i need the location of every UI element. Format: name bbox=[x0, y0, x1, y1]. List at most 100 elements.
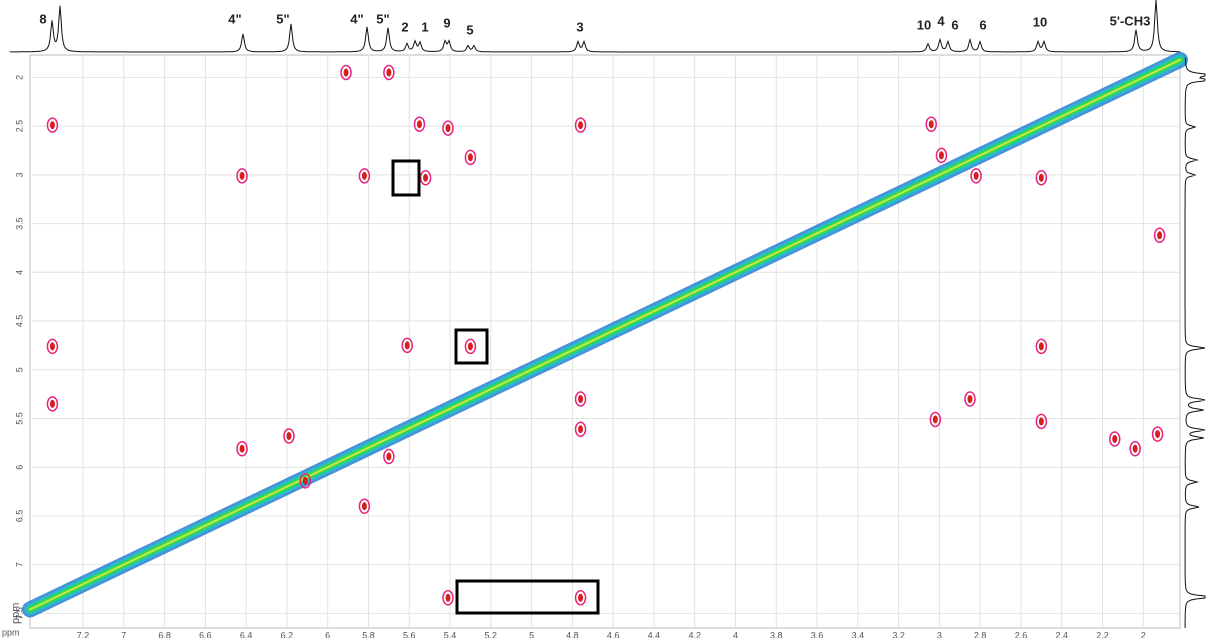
cross-peak bbox=[574, 590, 587, 606]
y-tick-label: 6.5 bbox=[14, 510, 24, 523]
contour bbox=[236, 440, 248, 457]
contour-core bbox=[416, 120, 422, 129]
cross-peak bbox=[925, 116, 937, 132]
y-tick-label: 3 bbox=[14, 172, 24, 177]
x-tick-label: 4.2 bbox=[688, 630, 701, 638]
cross-peak bbox=[574, 391, 587, 407]
x-tick-label: 4 bbox=[733, 630, 738, 638]
diagonal bbox=[22, 51, 1188, 618]
contour-core bbox=[578, 425, 584, 434]
box bbox=[391, 159, 421, 197]
contour bbox=[358, 168, 371, 184]
y-tick-label: 4.5 bbox=[14, 315, 24, 328]
cross-peak bbox=[464, 149, 477, 166]
y-axis-title: ppm bbox=[10, 603, 22, 624]
cross-peak bbox=[383, 64, 395, 81]
contour-core bbox=[286, 432, 292, 441]
peak-label: 5 bbox=[466, 22, 473, 37]
contour bbox=[1035, 170, 1048, 186]
peak-label: 10 bbox=[917, 17, 931, 32]
cross-peak bbox=[283, 428, 295, 444]
contour-core bbox=[967, 394, 973, 403]
x-tick-label: 2.8 bbox=[974, 630, 987, 638]
cross-peak bbox=[299, 473, 312, 489]
contour-core bbox=[1038, 342, 1044, 351]
y-tick-label: 5 bbox=[14, 367, 24, 372]
x-tick-label: 7 bbox=[121, 630, 126, 638]
x-tick-label: 4.8 bbox=[566, 630, 579, 638]
cross-peak bbox=[340, 64, 352, 81]
peak-label: 4" bbox=[228, 11, 241, 26]
contour bbox=[419, 170, 432, 186]
y-tick-label: 4 bbox=[14, 270, 24, 275]
x-tick-label: 6.2 bbox=[281, 630, 294, 638]
cross-peak bbox=[419, 170, 432, 186]
contour bbox=[442, 120, 454, 136]
x-tick-label: 6.4 bbox=[240, 630, 253, 638]
diagonal-band bbox=[29, 58, 1181, 611]
contour-core bbox=[467, 342, 473, 351]
y-tick-label: 7.5 bbox=[14, 607, 24, 620]
contour bbox=[1035, 338, 1048, 355]
x-tick-label: 5.6 bbox=[403, 630, 416, 638]
cross-peak bbox=[935, 147, 948, 164]
contour bbox=[929, 411, 942, 428]
contour bbox=[383, 448, 395, 465]
x-axis-title: ppm bbox=[2, 627, 20, 637]
x-tick-label: 3.4 bbox=[852, 630, 865, 638]
contour bbox=[970, 168, 982, 184]
contour bbox=[442, 590, 454, 606]
peak-label: 4" bbox=[350, 11, 363, 26]
x-tick-label: 3.6 bbox=[811, 630, 824, 638]
contour-core bbox=[1157, 231, 1163, 240]
cross-peak bbox=[1035, 413, 1048, 430]
contour-core bbox=[49, 342, 55, 351]
cross-peak bbox=[970, 168, 982, 184]
contour-core bbox=[49, 121, 55, 130]
contour-core bbox=[302, 476, 308, 485]
peak-label: 6 bbox=[951, 17, 958, 32]
x-tick-label: 5.8 bbox=[362, 630, 375, 638]
cross-peak bbox=[442, 120, 454, 136]
cross-peak bbox=[1153, 227, 1166, 244]
x-tick-label: 5.4 bbox=[444, 630, 457, 638]
peak-label: 6 bbox=[979, 17, 986, 32]
box bbox=[455, 579, 600, 615]
cross-peak bbox=[401, 337, 413, 354]
contour-core bbox=[1112, 434, 1118, 443]
x-tick-label: 6 bbox=[325, 630, 330, 638]
contour-core bbox=[578, 121, 584, 130]
cross-peak bbox=[464, 338, 477, 355]
cross-peak bbox=[1151, 426, 1164, 442]
box bbox=[454, 328, 489, 365]
contour-core bbox=[386, 452, 392, 461]
x-tick-label: 6.8 bbox=[158, 630, 171, 638]
x-tick-label: 4.6 bbox=[607, 630, 620, 638]
peak-label: 8 bbox=[39, 11, 46, 26]
contour bbox=[299, 473, 312, 489]
peak-label: 10 bbox=[1033, 14, 1047, 29]
contour-core bbox=[938, 151, 944, 160]
top-projection bbox=[9, 0, 1180, 53]
contour bbox=[574, 590, 587, 606]
cross-peaks bbox=[46, 64, 1166, 606]
x-tick-label: 3 bbox=[937, 630, 942, 638]
x-tick-label: 2.6 bbox=[1015, 630, 1028, 638]
x-tick-label: 5.2 bbox=[485, 630, 498, 638]
y-tick-label: 2.5 bbox=[14, 120, 24, 133]
cross-peak bbox=[46, 117, 59, 133]
highlight-boxes bbox=[391, 159, 600, 615]
contour bbox=[464, 149, 477, 166]
cross-peak bbox=[46, 338, 59, 355]
contour-core bbox=[578, 394, 584, 403]
contour-core bbox=[423, 173, 429, 182]
contour-core bbox=[1038, 417, 1044, 426]
x-tick-label: 3.2 bbox=[892, 630, 905, 638]
contour-core bbox=[49, 399, 55, 408]
cross-peak bbox=[413, 116, 426, 132]
cross-peak bbox=[442, 590, 454, 606]
contour-core bbox=[973, 171, 979, 180]
contour bbox=[1109, 431, 1121, 447]
peak-label: 9 bbox=[443, 15, 450, 30]
contour-core bbox=[404, 341, 410, 350]
